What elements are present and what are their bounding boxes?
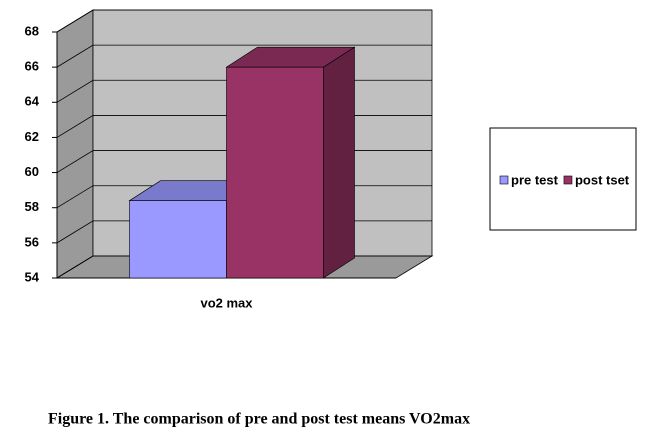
caption: Figure 1. The comparison of pre and post… (48, 411, 470, 428)
y-tick-label: 66 (25, 59, 39, 74)
y-tick-label: 60 (25, 164, 39, 179)
bar (129, 200, 227, 279)
left-wall (56, 9, 94, 279)
legend-box (489, 127, 637, 231)
legend-swatch (563, 175, 573, 185)
legend-label: pre test (511, 172, 559, 187)
legend-swatch (499, 175, 509, 185)
y-tick-label: 62 (25, 129, 39, 144)
y-tick-label: 56 (25, 234, 39, 249)
bar (226, 66, 324, 279)
legend-label: post tset (575, 172, 630, 187)
grid-line (56, 44, 432, 68)
y-tick-label: 58 (25, 199, 39, 214)
y-tick-label: 64 (25, 94, 40, 109)
x-tick-label: vo2 max (200, 295, 253, 310)
bar-side (323, 46, 355, 279)
y-tick-label: 54 (25, 269, 40, 284)
y-tick-label: 68 (25, 23, 39, 38)
grid-line (56, 9, 432, 33)
